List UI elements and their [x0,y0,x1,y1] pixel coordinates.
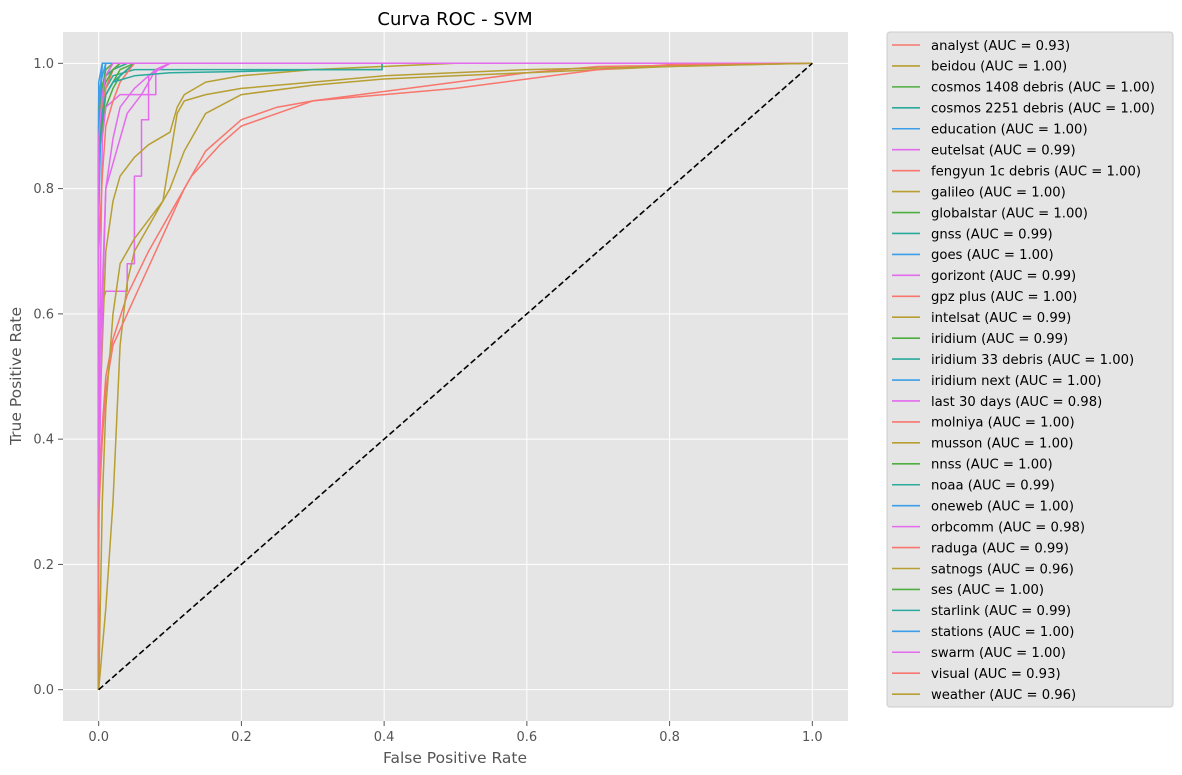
legend-label: swarm (AUC = 1.00) [931,646,1066,661]
legend-label: cosmos 2251 debris (AUC = 1.00) [931,102,1155,117]
legend-label: visual (AUC = 0.93) [931,667,1061,682]
legend-label: analyst (AUC = 0.93) [931,39,1070,54]
diagonal-line [98,62,813,691]
y-axis-ticks: 0.0 0.2 0.4 0.6 0.8 1.0 [33,57,63,698]
x-tick-label: 0.0 [88,730,109,745]
roc-curve-13 [97,62,813,690]
grid-lines [63,32,848,721]
roc-curve-23 [97,62,813,690]
y-tick-label: 1.0 [33,57,54,72]
y-axis-label: True Positive Rate [7,307,25,446]
legend-label: iridium (AUC = 0.99) [931,332,1068,347]
legend-label: orbcomm (AUC = 0.98) [931,520,1085,535]
x-tick-label: 0.8 [659,730,680,745]
y-tick-label: 0.2 [33,558,54,573]
legend: analyst (AUC = 0.93) beidou (AUC = 1.00) c… [886,31,1174,708]
legend-label: weather (AUC = 0.96) [931,688,1076,703]
legend-label: gnss (AUC = 0.99) [931,227,1053,242]
roc-curve-27 [97,62,813,690]
y-tick-label: 0.4 [33,433,54,448]
chart-title: Curva ROC - SVM [377,9,532,30]
legend-label: satnogs (AUC = 0.96) [931,562,1074,577]
y-tick-label: 0.8 [33,182,54,197]
x-tick-label: 0.6 [517,730,538,745]
legend-label: musson (AUC = 1.00) [931,437,1074,452]
x-tick-label: 1.0 [802,730,823,745]
legend-label: molniya (AUC = 1.00) [931,416,1075,431]
legend-label: iridium 33 debris (AUC = 1.00) [931,353,1134,368]
legend-label: galileo (AUC = 1.00) [931,185,1066,200]
roc-curve-31 [97,62,813,690]
x-axis-label: False Positive Rate [383,749,527,767]
legend-label: noaa (AUC = 0.99) [931,479,1055,494]
roc-curve-25 [97,62,813,690]
roc-curves [97,62,813,690]
legend-label: education (AUC = 1.00) [931,123,1088,138]
x-tick-label: 0.4 [374,730,395,745]
legend-label: goes (AUC = 1.00) [931,248,1054,263]
legend-label: cosmos 1408 debris (AUC = 1.00) [931,81,1155,96]
legend-label: oneweb (AUC = 1.00) [931,499,1074,514]
chance-line [98,62,813,691]
legend-label: iridium next (AUC = 1.00) [931,374,1102,389]
roc-curve-0 [97,62,813,690]
legend-label: ses (AUC = 1.00) [931,583,1044,598]
legend-label: starlink (AUC = 0.99) [931,604,1071,619]
legend-label: nnss (AUC = 1.00) [931,458,1053,473]
roc-curve-11 [97,62,813,690]
legend-label: raduga (AUC = 0.99) [931,541,1069,556]
legend-label: eutelsat (AUC = 0.99) [931,144,1076,159]
legend-label: beidou (AUC = 1.00) [931,60,1067,75]
y-tick-label: 0.6 [33,307,54,322]
x-axis-ticks: 0.0 0.2 0.4 0.6 0.8 1.0 [88,721,823,745]
legend-label: fengyun 1c debris (AUC = 1.00) [931,164,1141,179]
legend-box [886,31,1174,708]
legend-label: intelsat (AUC = 0.99) [931,311,1071,326]
roc-curve-17 [97,62,813,690]
legend-label: stations (AUC = 1.00) [931,625,1074,640]
roc-curve-29 [97,62,813,690]
legend-label: last 30 days (AUC = 0.98) [931,395,1102,410]
legend-label: gpz plus (AUC = 1.00) [931,290,1077,305]
x-tick-label: 0.2 [231,730,252,745]
y-tick-label: 0.0 [33,683,54,698]
legend-label: gorizont (AUC = 0.99) [931,269,1076,284]
legend-label: globalstar (AUC = 1.00) [931,206,1088,221]
